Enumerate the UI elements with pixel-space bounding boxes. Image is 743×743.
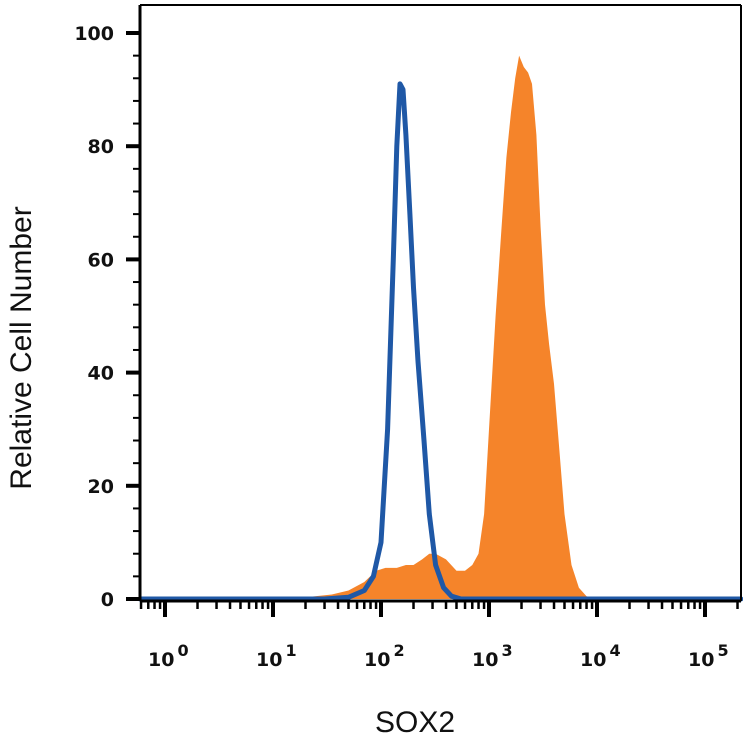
y-tick-label: 100 (74, 23, 114, 45)
y-axis-title: Relative Cell Number (5, 206, 38, 489)
y-tick-label: 40 (88, 363, 114, 385)
x-tick-label: 10 4 (580, 641, 621, 671)
series-0-area (140, 55, 741, 600)
x-axis-title: SOX2 (375, 706, 455, 739)
series-layer (137, 55, 743, 602)
x-tick-label: 10 1 (256, 641, 297, 671)
y-tick-label: 0 (101, 589, 114, 611)
axis-layer (126, 4, 742, 617)
y-tick-label: 20 (88, 476, 114, 498)
x-tick-label: 10 5 (688, 641, 729, 671)
y-tick-label: 60 (88, 249, 114, 271)
x-tick-label: 10 0 (148, 641, 189, 671)
label-layer: 0 20 40 60 80 100 10 0 10 1 10 2 10 3 10 4 10 5 (74, 23, 728, 671)
x-tick-label: 10 3 (472, 641, 513, 671)
y-tick-label: 80 (88, 136, 114, 158)
series-1-line (137, 81, 743, 602)
x-tick-label: 10 2 (364, 641, 405, 671)
